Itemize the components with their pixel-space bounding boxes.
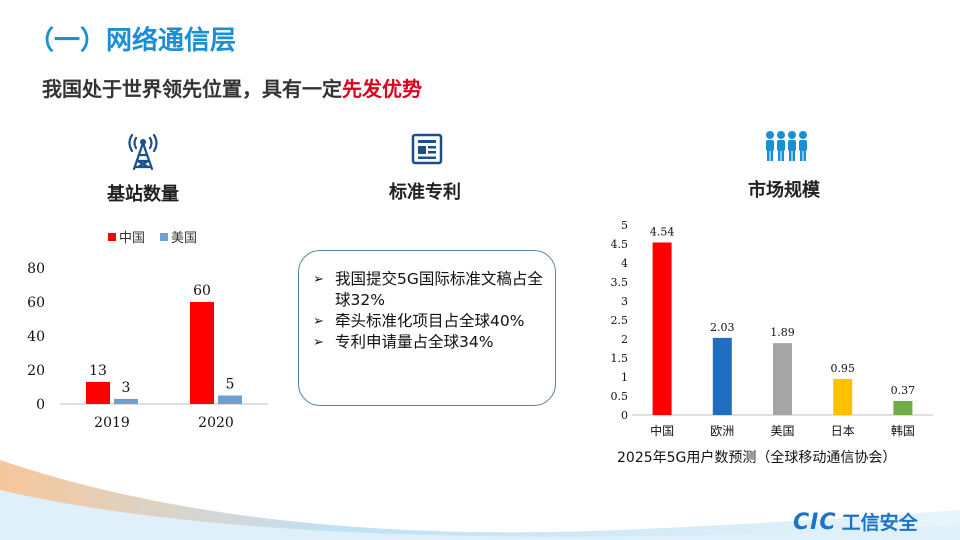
arrow-bullet-icon: ➢ — [313, 314, 324, 329]
data-label: 0.95 — [830, 362, 855, 375]
x-tick-label: 中国 — [650, 423, 674, 438]
y-tick-label: 2 — [621, 333, 628, 346]
y-tick-label: 4 — [621, 257, 628, 270]
data-label: 0.37 — [891, 384, 916, 397]
cell-tower-icon — [128, 133, 158, 170]
y-tick-label: 2.5 — [611, 314, 629, 327]
y-tick-label: 80 — [27, 261, 45, 277]
data-label: 3 — [122, 380, 131, 396]
y-tick-label: 0 — [621, 409, 628, 422]
bar — [218, 395, 242, 404]
bar — [893, 400, 913, 415]
bar — [114, 398, 138, 404]
legend-label: 中国 — [119, 231, 145, 246]
bullet-item: ➢ 专利申请量占全球34% — [313, 333, 494, 351]
x-tick-label: 2020 — [198, 415, 234, 431]
y-tick-label: 40 — [27, 329, 45, 345]
market-forecast-chart: 0 0.5 1 1.5 2 2.5 3 3.5 4 4.5 5 4.54 中国 2.03 欧洲 1.89 美国 0… — [611, 219, 933, 438]
x-tick-label: 2019 — [94, 415, 130, 431]
base-station-title: 基站数量 — [107, 184, 179, 205]
data-label: 60 — [193, 283, 211, 299]
y-tick-label: 0.5 — [611, 390, 629, 403]
y-tick-label: 0 — [36, 397, 45, 413]
legend-swatch — [108, 233, 116, 241]
bar — [190, 302, 214, 404]
x-tick-label: 韩国 — [891, 423, 915, 438]
bottom-wave-decoration — [0, 460, 960, 540]
y-tick-label: 1.5 — [611, 352, 629, 365]
arrow-bullet-icon: ➢ — [313, 272, 324, 287]
logo-text-en: CIC — [793, 510, 837, 535]
bullet-item: ➢ 牵头标准化项目占全球40% — [313, 312, 525, 330]
base-station-chart: 0 20 40 60 80 中国 美国 13 3 2019 60 5 2020 — [27, 231, 268, 431]
y-tick-label: 5 — [621, 219, 628, 232]
section-title: （一）网络通信层 — [28, 26, 237, 56]
y-tick-label: 3.5 — [611, 276, 629, 289]
subtitle-highlight: 先发优势 — [342, 77, 422, 101]
bar — [86, 381, 110, 404]
y-tick-label: 60 — [27, 295, 45, 311]
x-tick-label: 日本 — [831, 424, 855, 438]
logo-text-cn: 工信安全 — [841, 512, 918, 534]
data-label: 13 — [89, 363, 107, 379]
legend-label: 美国 — [171, 231, 197, 246]
patent-stats-box: ➢ 我国提交5G国际标准文稿占全球32% ➢ 牵头标准化项目占全球40% ➢ 专利申请… — [298, 250, 556, 406]
y-tick-label: 4.5 — [611, 238, 629, 251]
people-group-icon — [766, 131, 807, 161]
y-tick-label: 20 — [27, 363, 45, 379]
document-icon — [411, 133, 443, 165]
data-label: 1.89 — [770, 326, 795, 339]
bar — [652, 242, 672, 415]
bar — [773, 343, 792, 415]
y-tick-label: 3 — [621, 295, 628, 308]
slide-subtitle: 我国处于世界领先位置，具有一定先发优势 — [42, 73, 422, 102]
subtitle-main: 我国处于世界领先位置，具有一定 — [42, 77, 342, 101]
data-label: 5 — [226, 377, 235, 393]
market-title: 市场规模 — [748, 180, 820, 201]
bar — [833, 378, 853, 415]
market-chart-caption: 2025年5G用户数预测（全球移动通信协会） — [617, 450, 897, 466]
bullet-item: ➢ 我国提交5G国际标准文稿占全球32% — [313, 270, 543, 309]
bar — [712, 337, 732, 415]
standard-patent-title: 标准专利 — [389, 182, 461, 203]
y-tick-label: 1 — [621, 371, 628, 384]
data-label: 2.03 — [710, 321, 735, 334]
data-label: 4.54 — [650, 225, 675, 238]
legend-swatch — [160, 233, 168, 241]
x-tick-label: 美国 — [770, 424, 794, 438]
arrow-bullet-icon: ➢ — [313, 335, 324, 350]
x-tick-label: 欧洲 — [710, 424, 734, 438]
cic-logo: CIC 工信安全 — [793, 508, 918, 535]
